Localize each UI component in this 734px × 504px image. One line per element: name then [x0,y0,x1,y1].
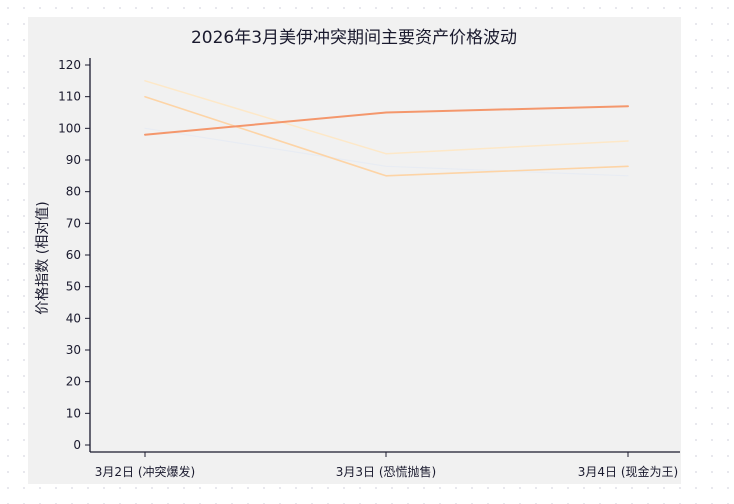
y-tick-label: 50 [66,280,81,294]
y-tick-label: 90 [66,153,81,167]
y-tick-label: 120 [58,58,81,72]
y-tick-label: 0 [73,438,81,452]
y-axis-label: 价格指数 (相对值) [35,201,51,314]
chart-panel [28,17,681,484]
x-tick-label: 3月2日 (冲突爆发) [95,464,195,479]
y-tick-label: 40 [66,311,81,325]
y-tick-label: 110 [58,90,81,104]
y-tick-label: 70 [66,216,81,230]
y-tick-label: 100 [58,121,81,135]
x-tick-label: 3月4日 (现金为王) [578,464,678,479]
x-tick-label: 3月3日 (恐慌抛售) [336,464,436,479]
series-line-1 [144,80,629,155]
y-tick-label: 80 [66,185,81,199]
series-line-4 [144,105,629,136]
y-tick-label: 20 [66,375,81,389]
series-line-3 [144,95,629,177]
y-tick-label: 30 [66,343,81,357]
y-tick-label: 60 [66,248,81,262]
series-line-2 [144,127,629,177]
y-tick-label: 10 [66,406,81,420]
chart-title: 2026年3月美伊冲突期间主要资产价格波动 [191,28,517,48]
